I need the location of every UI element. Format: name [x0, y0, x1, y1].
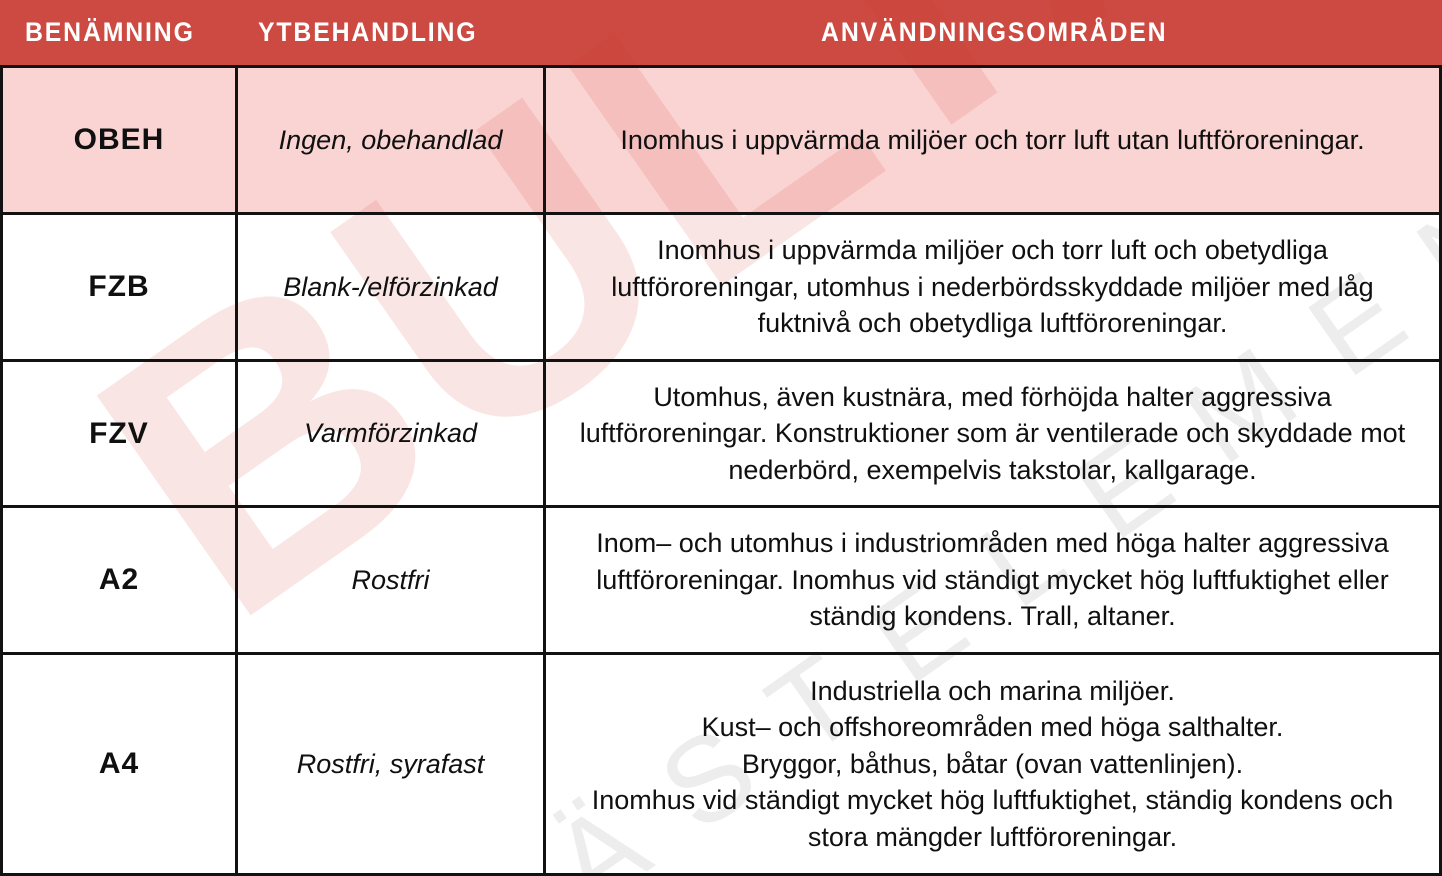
- treatment-label: Varmförzinkad: [303, 418, 478, 448]
- header-background: [0, 0, 1442, 65]
- treatment-label: Rostfri: [351, 564, 430, 595]
- treatment-label: Ingen, obehandlad: [278, 124, 503, 155]
- usage-label: Inomhus i uppvärmda miljöer och torr luf…: [611, 235, 1374, 339]
- table-row-fzb-treatment-cell: Blank-/elförzinkad: [238, 215, 546, 362]
- code-label: A2: [98, 563, 140, 596]
- table-row-a4-usage-cell: Industriella och marina miljöer. Kust– o…: [546, 655, 1442, 876]
- code-label: A4: [98, 747, 140, 780]
- column-header-anvandningsomraden: ANVÄNDNINGSOMRÅDEN: [546, 0, 1442, 65]
- table-row-obeh-treatment-cell: Ingen, obehandlad: [238, 65, 546, 215]
- table-row-fzv-treatment-cell: Varmförzinkad: [238, 362, 546, 508]
- table-row-fzv-code-cell: FZV: [0, 362, 238, 508]
- table-row-a2-treatment-cell: Rostfri: [238, 508, 546, 655]
- usage-label: Industriella och marina miljöer. Kust– o…: [591, 675, 1394, 852]
- column-header-anvandningsomraden-label: ANVÄNDNINGSOMRÅDEN: [820, 17, 1168, 47]
- table-row-a2-code-cell: A2: [0, 508, 238, 655]
- column-header-ytbehandling-label: YTBEHANDLING: [258, 17, 478, 47]
- usage-label: Inom– och utomhus i industriområden med …: [596, 528, 1389, 632]
- table-row-fzb-usage-cell: Inomhus i uppvärmda miljöer och torr luf…: [546, 215, 1442, 362]
- table-row-a4-treatment-cell: Rostfri, syrafast: [238, 655, 546, 876]
- usage-label: Inomhus i uppvärmda miljöer och torr luf…: [620, 124, 1365, 155]
- column-header-benamning: BENÄMNING: [0, 0, 238, 65]
- code-label: FZB: [88, 270, 150, 303]
- treatment-label: Blank-/elförzinkad: [283, 271, 498, 302]
- usage-label: Utomhus, även kustnära, med förhöjda hal…: [579, 381, 1406, 485]
- table-row-a2-usage-cell: Inom– och utomhus i industriområden med …: [546, 508, 1442, 655]
- column-header-ytbehandling: YTBEHANDLING: [238, 0, 546, 65]
- highlight-row-background: [0, 65, 1442, 215]
- table-row-fzb-code-cell: FZB: [0, 215, 238, 362]
- table-row-obeh-usage-cell: Inomhus i uppvärmda miljöer och torr luf…: [546, 65, 1442, 215]
- code-label: OBEH: [73, 123, 165, 156]
- code-label: FZV: [89, 416, 149, 450]
- table-row-obeh-code-cell: OBEH: [0, 65, 238, 215]
- table-row-a4-code-cell: A4: [0, 655, 238, 876]
- column-header-benamning-label: BENÄMNING: [25, 17, 195, 47]
- table-row-fzv-usage-cell: Utomhus, även kustnära, med förhöjda hal…: [546, 362, 1442, 508]
- treatment-label: Rostfri, syrafast: [296, 748, 485, 779]
